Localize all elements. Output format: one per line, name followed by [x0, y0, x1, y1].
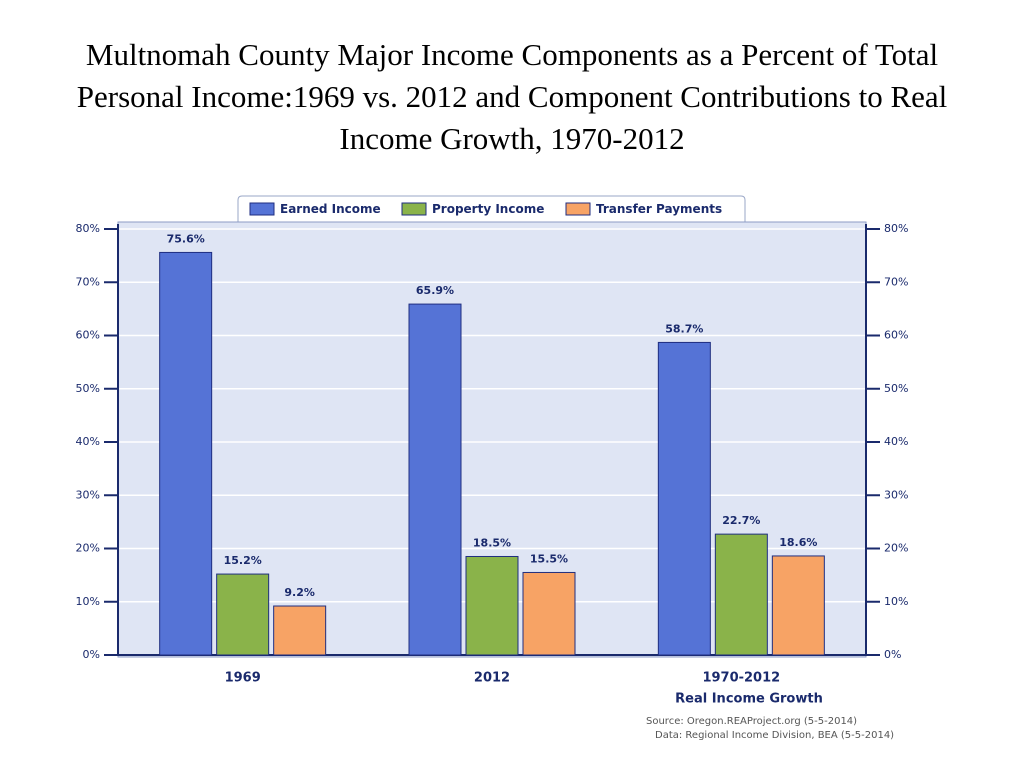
- value-label: 58.7%: [665, 322, 703, 335]
- y-tick-label: 70%: [76, 275, 100, 288]
- x-tick-label: 2012: [474, 671, 510, 686]
- value-label: 15.2%: [224, 554, 262, 567]
- bar: [771, 555, 825, 656]
- value-label: 9.2%: [284, 586, 315, 599]
- value-label: 65.9%: [416, 284, 454, 297]
- legend-label: Transfer Payments: [596, 202, 722, 216]
- y-tick-label: 40%: [76, 435, 100, 448]
- y2-tick-label: 0%: [884, 648, 901, 661]
- y2-tick-label: 50%: [884, 382, 908, 395]
- y2-tick-label: 10%: [884, 595, 908, 608]
- data-note: Data: Regional Income Division, BEA (5-5…: [655, 730, 894, 741]
- bar: [522, 571, 576, 656]
- y2-tick-label: 70%: [884, 275, 908, 288]
- bar: [657, 341, 711, 656]
- y-tick-label: 0%: [83, 648, 100, 661]
- value-label: 22.7%: [722, 514, 760, 527]
- y2-tick-label: 80%: [884, 222, 908, 235]
- y2-tick-label: 30%: [884, 488, 908, 501]
- y-tick-label: 80%: [76, 222, 100, 235]
- y-tick-label: 60%: [76, 329, 100, 342]
- y-tick-label: 10%: [76, 595, 100, 608]
- y2-tick-label: 40%: [884, 435, 908, 448]
- legend-swatch: [565, 202, 591, 216]
- legend-swatch: [401, 202, 427, 216]
- chart-title: Multnomah County Major Income Components…: [76, 37, 948, 156]
- y2-tick-label: 60%: [884, 329, 908, 342]
- value-label: 18.6%: [779, 536, 817, 549]
- value-label: 15.5%: [530, 552, 568, 565]
- x-annotation: Real Income Growth: [675, 692, 823, 707]
- bar: [216, 573, 270, 656]
- bar: [465, 555, 519, 656]
- source: Source: Oregon.REAProject.org (5-5-2014): [646, 716, 857, 727]
- legend-tab: [237, 195, 746, 222]
- legend-label: Earned Income: [280, 202, 381, 216]
- y-tick-label: 30%: [76, 488, 100, 501]
- value-label: 18.5%: [473, 536, 511, 549]
- bar: [273, 605, 327, 656]
- y-tick-label: 50%: [76, 382, 100, 395]
- x-tick-label: 1970-2012: [702, 671, 780, 686]
- legend-label: Property Income: [432, 202, 544, 216]
- bar: [408, 303, 462, 656]
- y-tick-label: 20%: [76, 542, 100, 555]
- x-tick-label: 1969: [225, 671, 261, 686]
- bar: [159, 251, 213, 656]
- legend-swatch: [249, 202, 275, 216]
- value-label: 75.6%: [167, 232, 205, 245]
- bar: [714, 533, 768, 656]
- y2-tick-label: 20%: [884, 542, 908, 555]
